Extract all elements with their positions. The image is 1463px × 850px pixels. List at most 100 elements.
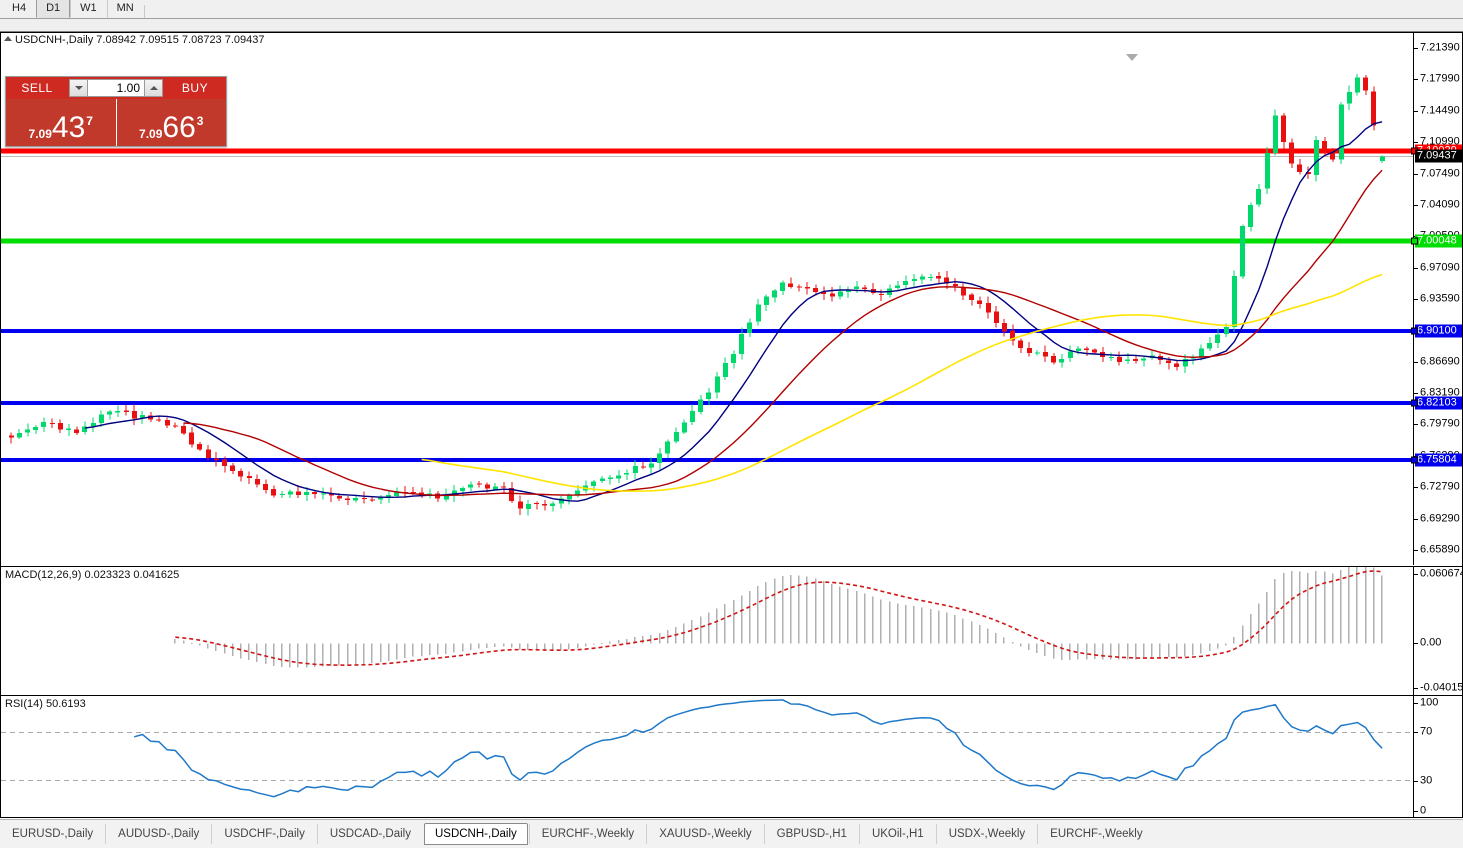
trade-panel-top-row: SELL 1.00 BUY	[6, 77, 226, 99]
price-axis-tick	[1414, 79, 1418, 81]
price-plot-area[interactable]	[1, 33, 1413, 565]
window-top-strip	[0, 19, 1463, 32]
chart-top-marker-icon	[1126, 54, 1138, 61]
price-axis-label: 7.14490	[1420, 104, 1460, 117]
price-axis-tick	[1414, 424, 1418, 426]
macd-axis-tick	[1414, 643, 1418, 645]
rsi-pane[interactable]: RSI(14) 50.6193 100 70 30 0	[1, 695, 1462, 818]
symbol-tab-7[interactable]: GBPUSD-,H1	[763, 824, 859, 844]
collapse-triangle-icon[interactable]	[4, 36, 12, 41]
macd-axis-tick	[1414, 574, 1418, 575]
rsi-axis-tick	[1414, 811, 1418, 812]
macd-axis: 0.060674 0.00 -0.040152	[1413, 567, 1462, 695]
rsi-label: RSI(14) 50.6193	[5, 698, 89, 710]
timeframe-bar-filler	[143, 5, 1463, 18]
symbol-tab-bar[interactable]: EURUSD-,Daily AUDUSD-,Daily USDCHF-,Daily U…	[0, 819, 1463, 848]
price-level-badge-2[interactable]: 7.00048	[1415, 234, 1462, 248]
chevron-down-icon	[74, 86, 83, 90]
price-axis-label: 6.97090	[1420, 261, 1460, 274]
price-level-badge-4[interactable]: 6.82103	[1415, 396, 1462, 410]
price-level-badge-1[interactable]: 7.09437	[1415, 149, 1462, 163]
rsi-plot-area[interactable]	[1, 696, 1413, 818]
timeframe-bar: H4 D1 W1 MN	[0, 0, 1463, 19]
symbol-tab-2[interactable]: USDCHF-,Daily	[211, 824, 317, 844]
macd-axis-tick	[1414, 688, 1418, 689]
volume-stepper[interactable]: 1.00	[69, 79, 163, 97]
symbol-tab-3[interactable]: USDCAD-,Daily	[316, 824, 423, 844]
symbol-tab-1[interactable]: AUDUSD-,Daily	[105, 824, 211, 844]
timeframe-tab-d1[interactable]: D1	[36, 0, 71, 18]
sell-price-main: 43	[51, 111, 86, 144]
volume-input[interactable]: 1.00	[88, 79, 144, 97]
price-axis-tick	[1414, 48, 1418, 50]
rsi-axis: 100 70 30 0	[1413, 696, 1462, 818]
price-axis-label: 6.83190	[1420, 386, 1460, 399]
sell-price-prefix: 7.09	[28, 127, 52, 141]
price-level-handle-2[interactable]	[1411, 237, 1418, 245]
price-level-handle-5[interactable]	[1411, 456, 1418, 464]
symbol-tab-9[interactable]: USDX-,Weekly	[935, 824, 1037, 844]
price-axis-label: 6.93590	[1420, 292, 1460, 305]
sell-price-quote[interactable]: 7.09 43 7	[6, 99, 117, 146]
sell-button[interactable]: SELL	[21, 81, 53, 95]
symbol-tab-0[interactable]: EURUSD-,Daily	[12, 828, 94, 840]
macd-axis-label: -0.040152	[1420, 681, 1462, 694]
price-pane[interactable]: 7.21390 7.17990 7.14490 7.10990 7.07490 7.040…	[1, 33, 1462, 565]
symbol-tab-8[interactable]: UKOil-,H1	[858, 824, 936, 844]
buy-price-fraction: 3	[196, 114, 204, 128]
price-axis-label: 6.69290	[1420, 512, 1460, 525]
one-click-trading-panel[interactable]: SELL 1.00 BUY 7.09 43 7 7.09 66 3	[5, 76, 227, 147]
price-axis-tick	[1414, 267, 1418, 269]
price-axis-label: 7.07490	[1420, 167, 1460, 180]
symbol-tab-10[interactable]: EURCHF-,Weekly	[1037, 824, 1154, 844]
rsi-axis-tick	[1414, 703, 1418, 704]
buy-price-main: 66	[162, 111, 196, 144]
symbol-tab-4[interactable]: USDCNH-,Daily	[423, 823, 528, 845]
timeframe-tab-mn[interactable]: MN	[106, 0, 144, 18]
symbol-tab-5[interactable]: EURCHF-,Weekly	[528, 824, 646, 844]
price-axis-tick	[1414, 110, 1418, 112]
rsi-axis-label: 0	[1420, 804, 1427, 817]
buy-price-quote[interactable]: 7.09 66 3	[117, 99, 227, 146]
price-axis-tick	[1414, 487, 1418, 489]
chart-window[interactable]: USDCNH-,Daily 7.08942 7.09515 7.08723 7.…	[0, 32, 1463, 844]
price-axis-label: 6.65890	[1420, 543, 1460, 556]
price-axis-label: 7.17990	[1420, 72, 1460, 85]
chevron-up-icon	[149, 86, 158, 90]
macd-axis-label: 0.060674	[1420, 567, 1462, 580]
price-axis-label: 7.10990	[1420, 135, 1460, 148]
macd-plot-area[interactable]	[1, 567, 1413, 695]
price-axis-tick	[1414, 393, 1418, 395]
buy-price-prefix: 7.09	[139, 127, 163, 141]
macd-axis-label: 0.00	[1420, 636, 1442, 649]
price-axis-tick	[1414, 361, 1418, 363]
timeframe-tab-h4[interactable]: H4	[12, 2, 27, 14]
volume-increase-button[interactable]	[144, 79, 163, 97]
timeframe-tab-w1[interactable]: W1	[70, 0, 107, 18]
macd-label: MACD(12,26,9) 0.023323 0.041625	[5, 569, 183, 581]
trade-panel-quotes: 7.09 43 7 7.09 66 3	[6, 99, 226, 146]
price-level-badge-5[interactable]: 6.75804	[1415, 453, 1462, 467]
rsi-axis-tick	[1414, 780, 1418, 782]
rsi-axis-tick	[1414, 732, 1418, 734]
price-axis-label: 7.04090	[1420, 198, 1460, 211]
chart-svg	[1, 74, 1413, 516]
chart-svg	[174, 567, 1383, 668]
price-level-handle-4[interactable]	[1411, 399, 1418, 407]
chart-svg	[1, 699, 1413, 798]
price-axis-label: 6.79790	[1420, 417, 1460, 430]
price-level-handle-3[interactable]	[1411, 327, 1418, 335]
rsi-axis-label: 30	[1420, 774, 1433, 787]
macd-pane[interactable]: MACD(12,26,9) 0.023323 0.041625 0.060674…	[1, 566, 1462, 695]
price-axis-tick	[1414, 299, 1418, 301]
price-axis-label: 6.72790	[1420, 480, 1460, 493]
price-axis[interactable]: 7.21390 7.17990 7.14490 7.10990 7.07490 7.040…	[1411, 33, 1462, 565]
symbol-tab-6[interactable]: XAUUSD-,Weekly	[646, 824, 763, 844]
price-axis-tick	[1414, 518, 1418, 520]
volume-decrease-button[interactable]	[69, 79, 88, 97]
price-axis-label: 6.86690	[1420, 355, 1460, 368]
buy-button[interactable]: BUY	[181, 81, 209, 95]
price-level-badge-3[interactable]: 6.90100	[1415, 324, 1462, 338]
price-axis-tick	[1414, 142, 1418, 144]
price-axis-tick	[1414, 204, 1418, 206]
